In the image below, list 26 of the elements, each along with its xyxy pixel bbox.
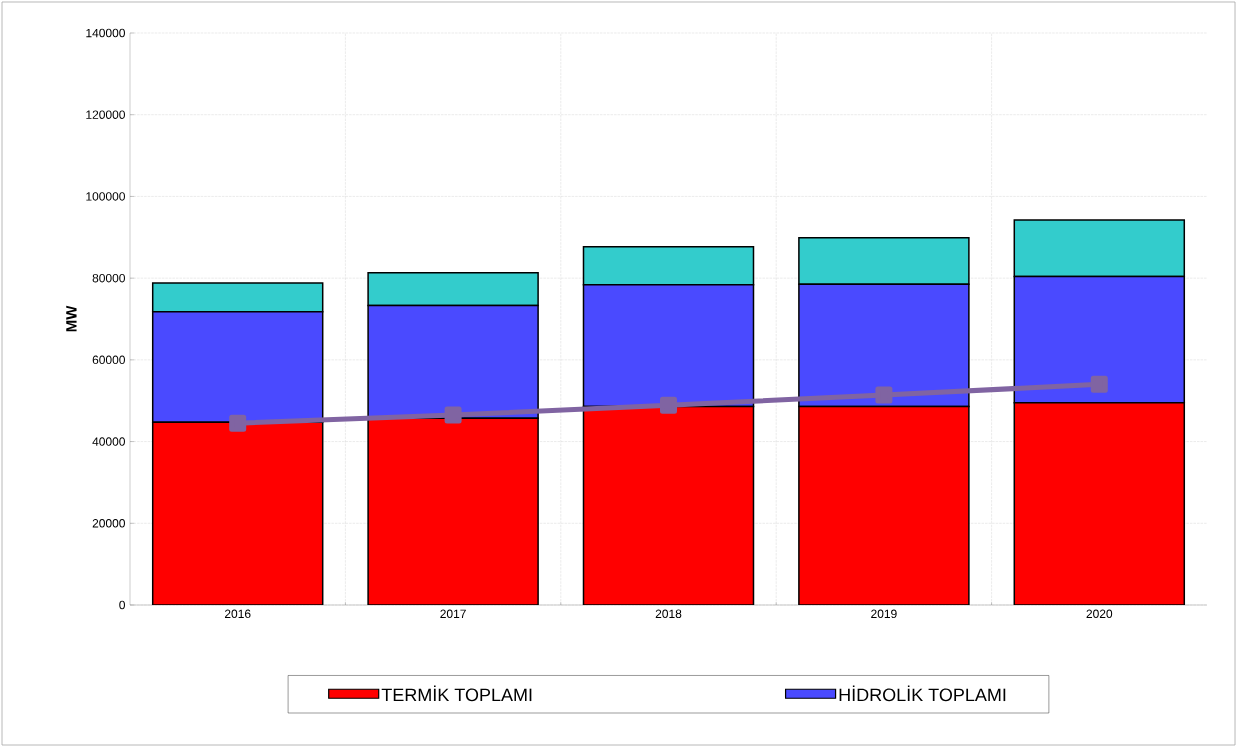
y-tick-label: 80000	[92, 273, 125, 283]
x-tick-label: 2019	[871, 609, 897, 619]
x-tick-label: 2016	[224, 609, 251, 619]
y-axis-title: MW	[66, 305, 77, 332]
bar	[151, 421, 324, 605]
point	[660, 396, 677, 414]
x-tick-label: 2017	[440, 609, 466, 619]
legend-label: TERMİK TOPLAMI	[381, 685, 532, 702]
x-tick-label: 2018	[655, 609, 682, 619]
y-tick-label: 60000	[92, 355, 125, 365]
bar	[1013, 402, 1186, 605]
point	[444, 406, 462, 424]
y-tick-label: 120000	[86, 110, 125, 119]
bar	[367, 417, 539, 605]
y-tick-label: 20000	[92, 519, 125, 528]
point	[875, 386, 893, 404]
x-tick-label: 2020	[1086, 609, 1113, 619]
y-tick-label: 0	[119, 600, 125, 610]
bar	[582, 405, 755, 605]
legend-label: HİDROLİK TOPLAMI	[839, 685, 1006, 702]
y-tick-label: 140000	[86, 28, 125, 38]
point	[1090, 375, 1108, 393]
bar	[798, 405, 970, 605]
y-tick-label: 40000	[92, 437, 125, 446]
y-tick-label: 100000	[86, 192, 125, 201]
point	[229, 414, 247, 432]
